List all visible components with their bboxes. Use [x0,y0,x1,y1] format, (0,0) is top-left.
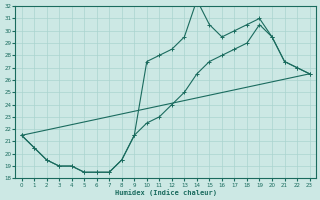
X-axis label: Humidex (Indice chaleur): Humidex (Indice chaleur) [115,189,217,196]
